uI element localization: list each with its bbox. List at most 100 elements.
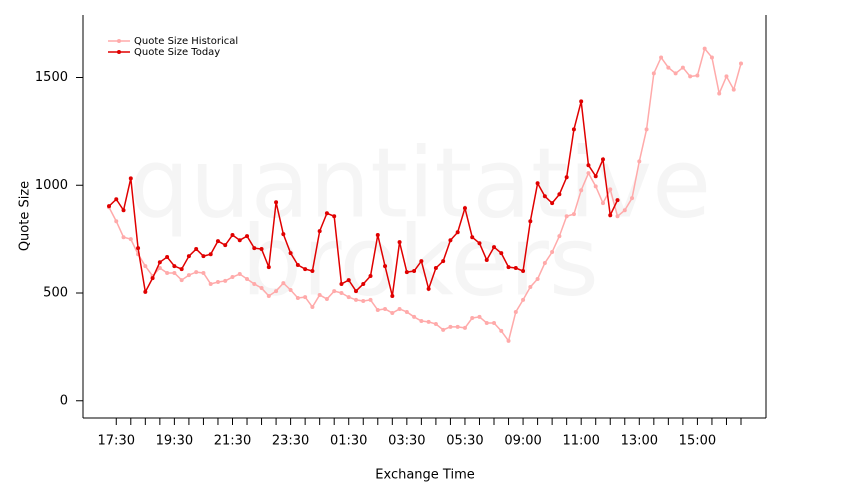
point [390,311,395,316]
point [252,281,257,286]
y-axis-title: Quote Size [18,181,33,251]
point [295,295,300,300]
point [208,252,213,257]
point [441,259,446,264]
x-tick-label: 15:00 [679,434,716,449]
point [477,314,482,319]
point [644,127,649,132]
point [201,254,206,259]
point [579,188,584,193]
point [397,306,402,311]
point [194,270,199,275]
x-tick-label: 19:30 [156,434,193,449]
point [455,324,460,329]
point [375,233,380,238]
point [215,280,220,285]
point [659,55,664,60]
point [136,246,141,251]
point [368,273,373,278]
legend-label: Quote Size Today [134,47,220,58]
point [637,159,642,164]
point [324,297,329,302]
point [317,292,322,297]
x-tick-label: 23:30 [272,434,309,449]
point [274,200,279,205]
point [731,87,736,92]
point [353,289,358,294]
point [441,327,446,332]
point [579,99,584,104]
point [470,235,475,240]
point [564,175,569,180]
point [179,267,184,272]
point [571,212,576,217]
point [157,266,162,271]
point [535,276,540,281]
point [651,71,656,76]
point [332,289,337,294]
point [317,229,322,234]
point [521,297,526,302]
point [157,260,162,265]
point [259,247,264,252]
point [114,197,119,202]
point [237,272,242,277]
point [274,289,279,294]
point [528,219,533,224]
point [484,258,489,263]
legend-marker [117,39,121,43]
series-line [108,47,742,343]
point [673,71,678,76]
y-tick-label: 1000 [35,178,68,193]
point [230,275,235,280]
point [557,234,562,239]
point [513,266,518,271]
point [615,198,620,203]
point [303,267,308,272]
y-tick-label: 500 [43,286,68,301]
point [593,184,598,189]
x-tick-label: 01:30 [330,434,367,449]
point [586,171,591,176]
point [215,239,220,244]
point [564,214,569,219]
point [702,46,707,51]
point [622,208,627,213]
point [107,204,111,209]
point [383,306,388,311]
y-tick-label: 0 [60,393,68,408]
point [499,328,504,333]
point [346,278,351,283]
point [419,319,424,324]
point [150,276,155,281]
point [339,281,344,286]
point [368,297,373,302]
point [600,201,605,206]
x-axis-title: Exchange Time [375,468,474,483]
point [172,264,177,269]
point [121,208,126,213]
point [724,74,729,79]
point [739,61,743,66]
point [600,157,605,162]
point [455,230,460,235]
point [470,316,475,321]
legend-label: Quote Size Historical [134,36,238,47]
x-tick-label: 05:30 [446,434,483,449]
point [143,289,148,294]
point [332,214,337,219]
point [252,246,257,251]
point [550,250,555,255]
point [404,309,409,314]
point [165,270,170,275]
point [288,251,293,256]
point [717,91,722,96]
point [433,266,438,271]
point [114,219,119,224]
point [477,241,482,246]
point [208,281,213,286]
point [223,243,228,248]
x-tick-label: 11:00 [562,434,599,449]
point [361,281,366,286]
